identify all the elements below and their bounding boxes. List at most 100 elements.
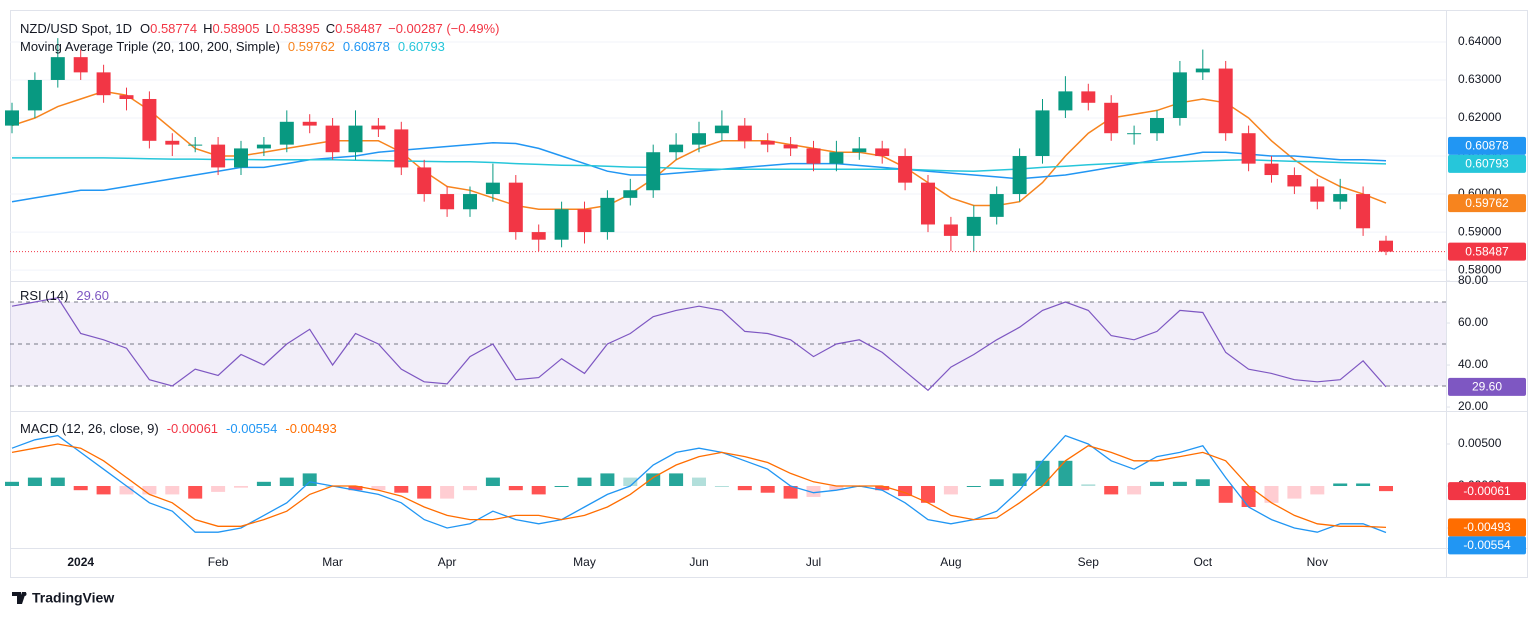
candle-body xyxy=(165,140,180,145)
histogram-bar xyxy=(96,486,111,495)
histogram-bar xyxy=(73,486,88,491)
price-badge-label: 0.59762 xyxy=(1465,196,1509,210)
ma-value: 0.60878 xyxy=(343,39,390,54)
y-tick-label: 0.64000 xyxy=(1458,34,1502,48)
macd-title: MACD (12, 26, close, 9) xyxy=(20,421,159,436)
candle-body xyxy=(943,224,958,236)
histogram-bar xyxy=(1104,486,1119,495)
candle-body xyxy=(508,182,523,233)
macd-legend: MACD (12, 26, close, 9) -0.00061 -0.00554-… xyxy=(20,421,337,436)
histogram-bar xyxy=(875,486,890,491)
ohlc-value: 0.58395 xyxy=(273,21,320,36)
histogram-bar xyxy=(898,486,913,497)
y-tick-label: 0.63000 xyxy=(1458,72,1502,86)
rsi-value: 29.60 xyxy=(76,288,109,303)
price-badge-label: 0.58487 xyxy=(1465,244,1509,258)
candle-body xyxy=(256,144,271,149)
candle-body xyxy=(531,232,546,240)
histogram-bar xyxy=(692,477,706,487)
candle-body xyxy=(5,110,19,126)
candle-body xyxy=(692,133,706,145)
histogram-bar xyxy=(371,486,386,491)
candle-body xyxy=(921,182,935,225)
histogram-bar xyxy=(348,486,363,491)
ma-title: Moving Average Triple (20, 100, 200, Sim… xyxy=(20,39,280,54)
histogram-bar xyxy=(623,477,638,487)
ohlc-value: 0.58905 xyxy=(213,21,260,36)
histogram-bar xyxy=(921,486,935,503)
histogram-bar xyxy=(256,481,271,487)
candle-body xyxy=(73,57,88,73)
ma-value: 0.59762 xyxy=(288,39,335,54)
price-badge xyxy=(1448,377,1526,396)
candle-body xyxy=(463,194,477,210)
histogram-bar xyxy=(1218,486,1233,503)
price-badge xyxy=(1448,242,1526,261)
candle-body xyxy=(1264,163,1279,176)
histogram-bar xyxy=(1195,479,1210,487)
histogram-bar xyxy=(440,486,455,499)
x-tick-label: May xyxy=(573,555,596,569)
ohlc-label: O xyxy=(140,21,150,36)
candle-body xyxy=(1058,91,1073,111)
price-badge xyxy=(1448,482,1526,501)
candle-body xyxy=(1150,118,1164,134)
macd-line xyxy=(11,434,1387,534)
x-tick-label: Oct xyxy=(1193,555,1212,569)
histogram-bar xyxy=(417,486,432,499)
histogram-bar xyxy=(50,477,65,487)
candle-body xyxy=(27,79,42,111)
histogram-bar xyxy=(188,486,203,499)
ohlc-legend: NZD/USD Spot, 1D O0.58774 H0.58905 L0.58395… xyxy=(20,21,499,36)
x-tick-label: Mar xyxy=(322,555,343,569)
candle-body xyxy=(50,57,65,80)
histogram-bar xyxy=(234,486,248,488)
rsi-legend: RSI (14) 29.60 xyxy=(20,288,109,303)
x-tick-label: Nov xyxy=(1307,555,1328,569)
macd-value: -0.00061 xyxy=(167,421,218,436)
candle-body xyxy=(348,125,363,153)
candle-body xyxy=(714,125,729,134)
candle-body xyxy=(234,148,248,168)
histogram-bar xyxy=(1150,481,1164,487)
histogram-bar xyxy=(966,486,981,488)
price-badge-label: 0.60878 xyxy=(1465,139,1509,153)
y-tick-label: 80.00 xyxy=(1458,273,1488,287)
candle-body xyxy=(875,148,890,157)
candle-body xyxy=(829,152,844,164)
ohlc-value: 0.58774 xyxy=(150,21,197,36)
x-tick-label: Feb xyxy=(208,555,229,569)
price-badge-label: 29.60 xyxy=(1472,380,1502,394)
histogram-bar xyxy=(508,486,523,491)
candle-body xyxy=(600,197,615,233)
candle-body xyxy=(1218,68,1233,134)
price-badge-label: -0.00554 xyxy=(1463,538,1511,552)
histogram-bar xyxy=(1264,486,1279,503)
histogram-bar xyxy=(1081,484,1096,487)
histogram-bar xyxy=(646,473,661,487)
candle-body xyxy=(1287,175,1302,187)
candle-body xyxy=(417,167,432,195)
histogram-bar xyxy=(1172,481,1187,487)
tradingview-logo xyxy=(12,592,27,604)
x-tick-label: 2024 xyxy=(67,555,94,569)
symbol: NZD/USD Spot, 1D xyxy=(20,21,132,36)
y-tick-label: 20.00 xyxy=(1458,399,1488,413)
candle-body xyxy=(188,144,203,146)
y-tick-label: 40.00 xyxy=(1458,357,1488,371)
candle-body xyxy=(1081,91,1096,103)
histogram-bar xyxy=(463,486,477,491)
candle-body xyxy=(1310,186,1325,202)
candle-body xyxy=(1356,194,1371,229)
histogram-bar xyxy=(211,486,226,492)
histogram-bar xyxy=(669,473,684,487)
y-tick-label: 60.00 xyxy=(1458,315,1488,329)
candle-body xyxy=(646,152,661,191)
candle-body xyxy=(279,121,294,145)
candle-body xyxy=(211,144,226,168)
histogram-bar xyxy=(554,486,569,488)
histogram-bar xyxy=(1333,483,1348,487)
brand: TradingView xyxy=(32,590,114,606)
candle-body xyxy=(325,125,340,153)
rsi-title: RSI (14) xyxy=(20,288,68,303)
